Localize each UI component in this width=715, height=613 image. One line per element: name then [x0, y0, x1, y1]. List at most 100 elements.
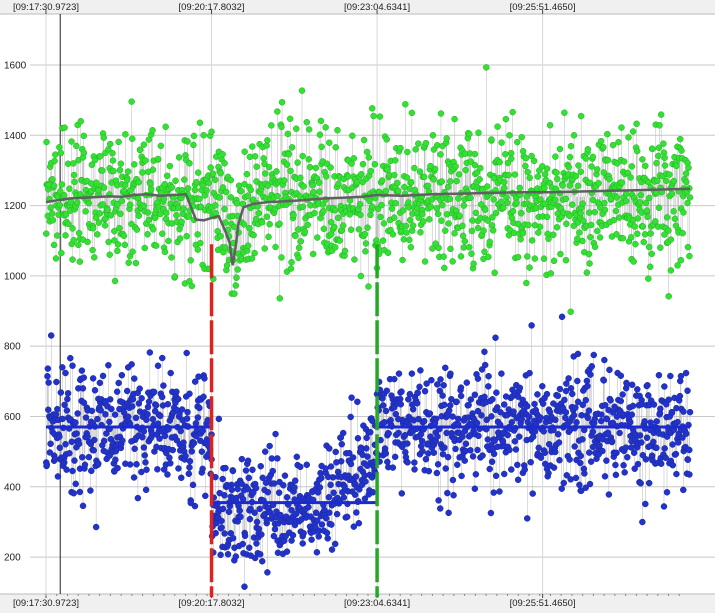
green-point [309, 250, 317, 258]
blue-point [57, 389, 65, 396]
green-point [563, 220, 570, 228]
green-point [665, 227, 672, 234]
blue-point [66, 449, 73, 457]
green-point [541, 184, 548, 192]
green-point [380, 220, 388, 227]
blue-point [134, 494, 142, 502]
green-point [365, 283, 372, 290]
blue-point [313, 549, 321, 556]
green-point [131, 161, 138, 168]
green-point [194, 246, 202, 253]
green-point [250, 231, 257, 239]
green-point [69, 256, 76, 263]
blue-point [340, 494, 348, 501]
blue-point [183, 349, 190, 357]
blue-point [314, 517, 321, 524]
green-point [233, 274, 240, 281]
green-point [125, 259, 132, 267]
green-point [546, 121, 554, 129]
green-point [500, 178, 508, 186]
green-point [334, 126, 341, 134]
green-point [298, 87, 306, 94]
blue-point [201, 375, 208, 382]
green-point [200, 131, 207, 139]
blue-point [333, 510, 341, 518]
green-point [357, 211, 364, 219]
green-point [310, 189, 317, 196]
green-point [618, 124, 625, 131]
green-point [489, 227, 497, 234]
green-point [670, 208, 677, 215]
blue-point [76, 488, 84, 496]
green-point [445, 220, 452, 227]
green-point [80, 149, 88, 157]
green-point [190, 132, 198, 140]
blue-point [67, 354, 74, 362]
green-point [488, 136, 495, 143]
green-point [498, 139, 505, 146]
green-point [604, 130, 611, 138]
blue-point [90, 447, 98, 454]
blue-point [326, 509, 333, 516]
green-point [50, 241, 58, 249]
blue-point [62, 369, 69, 377]
blue-point [75, 440, 83, 448]
green-point [649, 145, 656, 153]
green-point [227, 194, 235, 201]
green-point [231, 290, 238, 297]
green-point [647, 230, 654, 237]
green-point [509, 108, 516, 116]
blue-point [56, 444, 64, 452]
blue-point [105, 362, 112, 369]
green-point [661, 154, 668, 162]
green-point [237, 187, 245, 195]
blue-point [72, 419, 79, 426]
green-point [287, 167, 294, 175]
green-point [416, 168, 424, 175]
blue-point [177, 427, 184, 435]
blue-point [152, 402, 160, 409]
green-point [557, 250, 564, 258]
green-point [194, 169, 202, 176]
green-point [401, 183, 408, 191]
green-point [274, 108, 281, 115]
green-point [550, 257, 558, 265]
green-point [208, 128, 215, 136]
blue-point [246, 515, 254, 523]
green-point [49, 176, 56, 183]
blue-point [190, 439, 198, 447]
green-point [327, 164, 334, 171]
blue-point [228, 486, 236, 494]
green-point [642, 162, 649, 170]
green-point [75, 157, 82, 164]
blue-point [289, 532, 297, 539]
blue-point [325, 493, 333, 501]
green-point [419, 210, 426, 218]
green-point [251, 153, 259, 160]
green-point [586, 260, 593, 267]
green-point [365, 154, 373, 161]
green-point [618, 179, 626, 186]
green-point [587, 233, 594, 241]
green-point [408, 109, 416, 117]
green-point [62, 211, 70, 218]
green-point [101, 222, 109, 229]
green-point [104, 206, 111, 214]
green-point [295, 254, 302, 262]
green-point [382, 187, 390, 195]
blue-point [330, 489, 337, 496]
green-point [367, 167, 375, 175]
green-point [309, 181, 316, 189]
blue-point [194, 414, 202, 421]
green-point [316, 188, 323, 196]
green-point [426, 216, 433, 223]
green-point [171, 273, 179, 280]
green-point [84, 238, 91, 246]
blue-point [256, 505, 263, 513]
green-point [95, 186, 102, 194]
green-point [470, 260, 477, 268]
blue-point [198, 448, 206, 455]
green-point [646, 194, 653, 202]
blue-point [78, 367, 86, 374]
blue-point [316, 484, 324, 491]
